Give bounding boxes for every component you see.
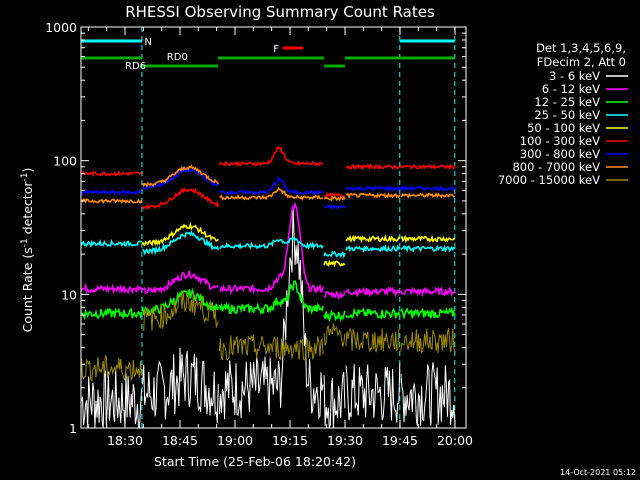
- legend: Det 1,3,4,5,6,9, FDecim 2, Att 0 3 - 6 k…: [498, 41, 628, 187]
- annotation-rd0: RD0: [167, 52, 188, 63]
- legend-label-1: 3 - 6 keV: [549, 69, 600, 83]
- legend-label-4: 25 - 50 keV: [534, 108, 600, 122]
- plot-frame: [80, 26, 467, 429]
- series-line-4: [80, 229, 456, 259]
- footer-timestamp: 14-Oct-2021 05:12: [560, 468, 636, 477]
- annotation-f: F: [273, 44, 279, 55]
- annotation-n: N: [144, 37, 151, 48]
- plot-area: N RD0 RD6 F 18:30 18:45 19:00 19:15 19:30 19:45 20…: [45, 20, 473, 448]
- legend-label-5: 50 - 100 keV: [527, 121, 600, 135]
- legend-label-3: 12 - 25 keV: [534, 95, 600, 109]
- x-axis-label: Start Time (25-Feb-06 18:20:42): [154, 454, 356, 469]
- annotation-rd6: RD6: [125, 61, 146, 72]
- series-line-3: [81, 280, 456, 323]
- legend-label-9: 7000 - 15000 keV: [498, 173, 600, 187]
- series-line-7: [80, 166, 456, 211]
- x-tick-label-6: 20:00: [437, 433, 473, 448]
- legend-label-7: 300 - 800 keV: [520, 147, 600, 161]
- series-line-1: [80, 207, 456, 430]
- series-line-8: [80, 164, 455, 205]
- legend-header-line-1: Det 1,3,4,5,6,9,: [536, 41, 626, 55]
- series-line-2: [80, 201, 456, 300]
- legend-label-2: 6 - 12 keV: [542, 82, 600, 96]
- series-line-5: [141, 221, 456, 268]
- series-line-9: [80, 290, 456, 382]
- chart-title: RHESSI Observing Summary Count Rates: [125, 3, 435, 21]
- x-tick-label-2: 19:00: [217, 433, 253, 448]
- legend-header-line-2: FDecim 2, Att 0: [537, 55, 626, 69]
- series-line-6: [80, 146, 456, 211]
- x-tick-label-4: 19:30: [327, 433, 363, 448]
- x-tick-label-5: 19:45: [382, 433, 418, 448]
- x-tick-label-3: 19:15: [272, 433, 308, 448]
- x-tick-label-1: 18:45: [162, 433, 198, 448]
- y-tick-label-3: 1000: [45, 20, 77, 35]
- y-tick-label-1: 10: [61, 287, 77, 302]
- y-tick-label-2: 100: [53, 154, 77, 169]
- y-axis-label: Count Rate (s-1 detector-1): [20, 168, 35, 333]
- y-tick-label-0: 1: [69, 421, 77, 436]
- legend-label-6: 100 - 300 keV: [520, 134, 600, 148]
- legend-label-8: 800 - 7000 keV: [512, 160, 600, 174]
- x-tick-label-0: 18:30: [107, 433, 143, 448]
